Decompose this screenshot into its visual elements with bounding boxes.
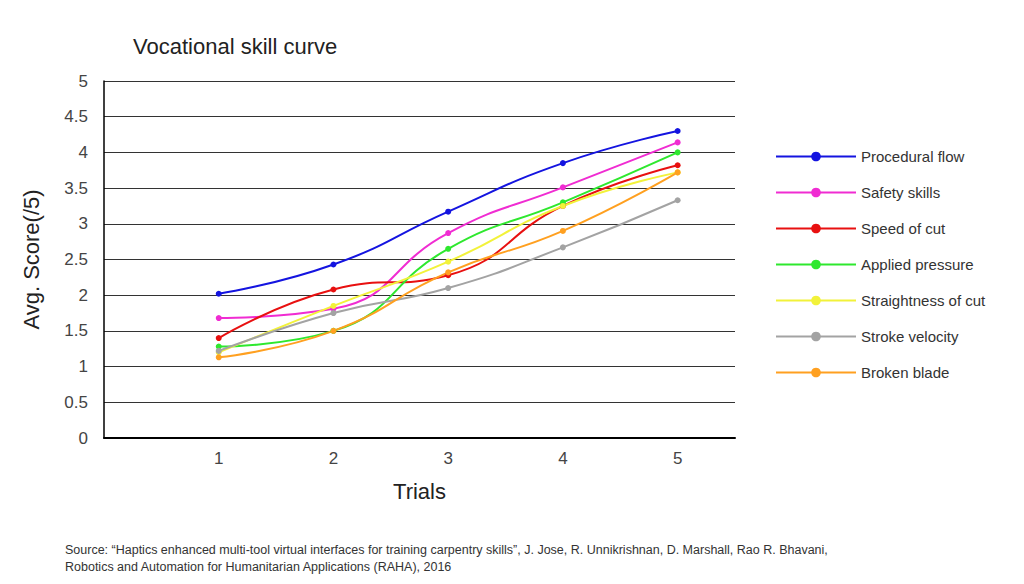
svg-text:3: 3 (443, 449, 452, 468)
svg-text:2.5: 2.5 (64, 250, 88, 269)
svg-text:4: 4 (558, 449, 567, 468)
svg-text:5: 5 (673, 449, 682, 468)
svg-text:Avg. Score(/5): Avg. Score(/5) (19, 189, 44, 329)
svg-text:Vocational skill curve: Vocational skill curve (133, 34, 337, 59)
svg-text:Speed of cut: Speed of cut (861, 220, 946, 237)
svg-text:5: 5 (79, 72, 88, 91)
svg-text:3: 3 (79, 214, 88, 233)
svg-text:Trials: Trials (393, 479, 446, 504)
svg-text:Source: “Haptics enhanced mult: Source: “Haptics enhanced multi-tool vir… (65, 543, 828, 557)
svg-text:2: 2 (79, 286, 88, 305)
svg-text:Broken blade: Broken blade (861, 364, 949, 381)
svg-text:3.5: 3.5 (64, 179, 88, 198)
svg-text:Stroke velocity: Stroke velocity (861, 328, 959, 345)
svg-text:1: 1 (79, 357, 88, 376)
svg-text:2: 2 (329, 449, 338, 468)
svg-text:4.5: 4.5 (64, 107, 88, 126)
svg-text:Applied pressure: Applied pressure (861, 256, 974, 273)
svg-text:0.5: 0.5 (64, 393, 88, 412)
svg-text:1.5: 1.5 (64, 321, 88, 340)
svg-text:1: 1 (214, 449, 223, 468)
svg-text:4: 4 (79, 143, 88, 162)
svg-text:Robotics and Automation for Hu: Robotics and Automation for Humanitarian… (65, 560, 451, 574)
svg-text:Straightness of cut: Straightness of cut (861, 292, 986, 309)
svg-text:0: 0 (79, 429, 88, 448)
svg-text:Safety skills: Safety skills (861, 184, 940, 201)
svg-text:Procedural flow: Procedural flow (861, 148, 965, 165)
